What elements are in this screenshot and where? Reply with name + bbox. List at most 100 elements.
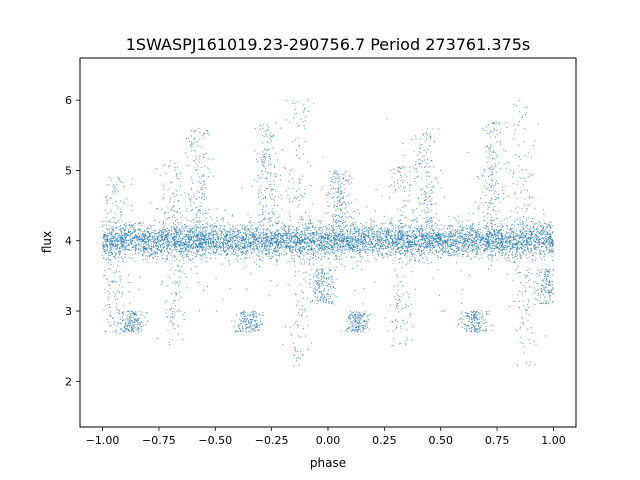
scatter-point <box>177 222 179 224</box>
scatter-point <box>545 278 547 280</box>
scatter-point <box>530 235 532 237</box>
scatter-point <box>430 238 432 240</box>
scatter-point <box>322 156 324 158</box>
scatter-point <box>284 240 286 242</box>
scatter-point <box>325 235 327 237</box>
scatter-point <box>438 237 440 239</box>
scatter-point <box>492 242 494 244</box>
scatter-point <box>306 246 308 248</box>
scatter-point <box>176 246 178 248</box>
scatter-point <box>468 237 470 239</box>
scatter-point <box>176 242 178 244</box>
scatter-point <box>454 243 456 245</box>
scatter-point <box>523 237 525 239</box>
scatter-point <box>329 244 331 246</box>
scatter-point <box>551 232 553 234</box>
scatter-point <box>476 234 478 236</box>
scatter-point <box>414 242 416 244</box>
scatter-point <box>368 235 370 237</box>
scatter-point <box>159 234 161 236</box>
scatter-point <box>104 235 106 237</box>
scatter-point <box>312 241 314 243</box>
scatter-point <box>355 229 357 231</box>
scatter-point <box>512 257 514 259</box>
scatter-point <box>367 252 369 254</box>
scatter-point <box>170 240 172 242</box>
scatter-point <box>185 217 187 219</box>
scatter-point <box>325 251 327 253</box>
scatter-point <box>180 241 182 243</box>
scatter-point <box>373 236 375 238</box>
scatter-point <box>251 252 253 254</box>
scatter-point <box>134 252 136 254</box>
scatter-point <box>522 231 524 233</box>
scatter-point <box>400 231 402 233</box>
scatter-point <box>400 244 402 246</box>
scatter-point <box>433 239 435 241</box>
scatter-point <box>445 250 447 252</box>
scatter-point <box>429 245 431 247</box>
scatter-point <box>442 234 444 236</box>
scatter-point <box>361 233 363 235</box>
scatter-point <box>178 229 180 231</box>
scatter-point <box>246 251 248 253</box>
scatter-point <box>213 230 215 232</box>
scatter-point <box>389 304 391 306</box>
scatter-point <box>302 233 304 235</box>
scatter-point <box>227 245 229 247</box>
scatter-point <box>418 247 419 249</box>
scatter-point <box>462 243 464 245</box>
scatter-point <box>273 234 275 236</box>
scatter-point <box>284 246 286 248</box>
scatter-point <box>254 234 256 236</box>
scatter-point <box>354 232 356 234</box>
scatter-point <box>195 235 197 237</box>
scatter-point <box>467 240 469 242</box>
scatter-point <box>416 221 418 223</box>
scatter-point <box>224 257 226 259</box>
scatter-point <box>465 244 467 246</box>
scatter-point <box>474 232 476 234</box>
scatter-point <box>342 238 344 240</box>
scatter-point <box>391 255 393 257</box>
scatter-point <box>491 226 493 228</box>
scatter-point <box>321 250 323 252</box>
scatter-point <box>320 223 322 225</box>
scatter-point <box>525 238 527 240</box>
scatter-point <box>298 256 300 258</box>
scatter-point <box>476 250 478 252</box>
scatter-point <box>283 242 285 244</box>
scatter-point <box>377 240 379 242</box>
scatter-point <box>425 235 427 237</box>
scatter-point <box>327 272 329 274</box>
scatter-point <box>349 241 351 243</box>
scatter-point <box>282 233 284 235</box>
scatter-point <box>247 237 249 239</box>
scatter-point <box>543 237 545 239</box>
scatter-point <box>104 247 106 249</box>
scatter-point <box>530 236 532 238</box>
scatter-point <box>504 258 506 260</box>
scatter-point <box>201 232 203 234</box>
scatter-point <box>515 243 517 245</box>
scatter-point <box>246 243 248 245</box>
scatter-point <box>247 250 249 252</box>
scatter-point <box>409 259 411 261</box>
scatter-point <box>226 230 228 232</box>
scatter-point <box>294 245 296 247</box>
scatter-point <box>459 229 461 231</box>
scatter-point <box>452 232 454 234</box>
scatter-point <box>550 221 552 223</box>
scatter-point <box>401 235 403 237</box>
scatter-point <box>523 253 525 255</box>
scatter-point <box>214 222 216 224</box>
scatter-point <box>349 246 351 248</box>
scatter-point <box>197 226 199 228</box>
scatter-point <box>149 235 151 237</box>
scatter-point <box>282 227 284 229</box>
scatter-point <box>233 247 235 249</box>
scatter-point <box>224 210 226 212</box>
scatter-point <box>428 246 430 248</box>
scatter-point <box>132 248 134 250</box>
scatter-point <box>523 249 525 251</box>
